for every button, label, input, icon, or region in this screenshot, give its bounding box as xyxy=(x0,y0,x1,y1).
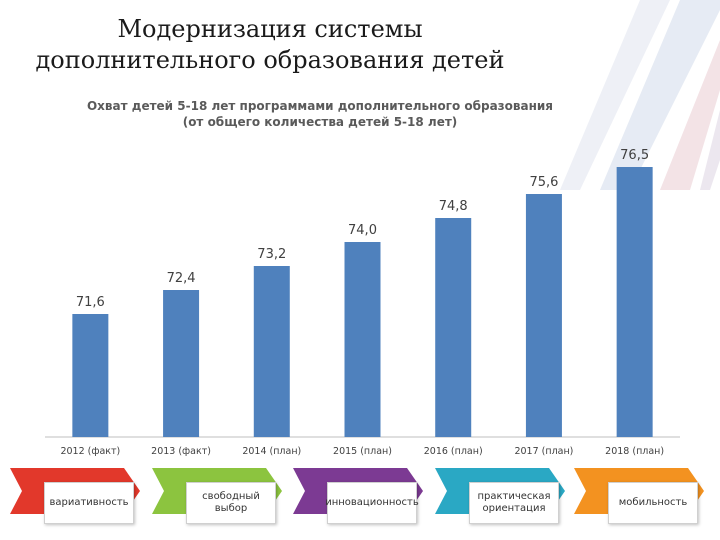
slide-title-line-2: дополнительного образования детей xyxy=(35,46,505,74)
principle-label-1: свободный выбор xyxy=(186,482,276,524)
bar-4 xyxy=(435,218,472,437)
data-label-3: 74,0 xyxy=(348,223,377,238)
category-label-2: 2014 (план) xyxy=(242,446,301,457)
chart-title-line-2: (от общего количества детей 5-18 лет) xyxy=(182,115,458,129)
category-label-6: 2018 (план) xyxy=(605,446,664,457)
category-label-5: 2017 (план) xyxy=(514,446,573,457)
principle-label-0: вариативность xyxy=(44,482,134,524)
principle-step-3: практическая ориентация xyxy=(435,468,585,524)
bar-5 xyxy=(525,194,562,437)
bar-3 xyxy=(344,242,381,437)
bar-chart: 71,6 2012 (факт) 72,4 2013 (факт) 73,2 2014 (… xyxy=(45,148,680,457)
bar-6 xyxy=(616,167,653,437)
principle-label-2: инновационность xyxy=(325,482,419,524)
data-label-5: 75,6 xyxy=(529,175,558,190)
bar-2 xyxy=(253,266,290,437)
data-label-6: 76,5 xyxy=(620,148,649,163)
data-label-1: 72,4 xyxy=(167,271,196,286)
principle-step-2: инновационность xyxy=(293,468,443,524)
corner-ribbon-decoration xyxy=(560,0,720,190)
data-label-4: 74,8 xyxy=(439,199,468,214)
chart-title: Охват детей 5-18 лет программами дополни… xyxy=(60,98,580,130)
slide-title: Модернизация системы дополнительного обр… xyxy=(0,14,540,76)
bar-0 xyxy=(72,314,109,437)
category-label-4: 2016 (план) xyxy=(424,446,483,457)
category-label-3: 2015 (план) xyxy=(333,446,392,457)
data-label-0: 71,6 xyxy=(76,295,105,310)
slide-title-line-1: Модернизация системы xyxy=(117,15,423,43)
principle-label-4: мобильность xyxy=(608,482,698,524)
data-label-2: 73,2 xyxy=(257,247,286,262)
principle-step-4: мобильность xyxy=(574,468,720,524)
chart-title-line-1: Охват детей 5-18 лет программами дополни… xyxy=(86,99,553,113)
category-label-0: 2012 (факт) xyxy=(60,446,120,457)
principle-step-0: вариативность xyxy=(10,468,160,524)
principle-label-3: практическая ориентация xyxy=(469,482,559,524)
category-label-1: 2013 (факт) xyxy=(151,446,211,457)
bar-1 xyxy=(163,290,200,437)
principle-step-1: свободный выбор xyxy=(152,468,302,524)
principles-row: вариативность свободный выбор инновационно… xyxy=(0,468,720,540)
